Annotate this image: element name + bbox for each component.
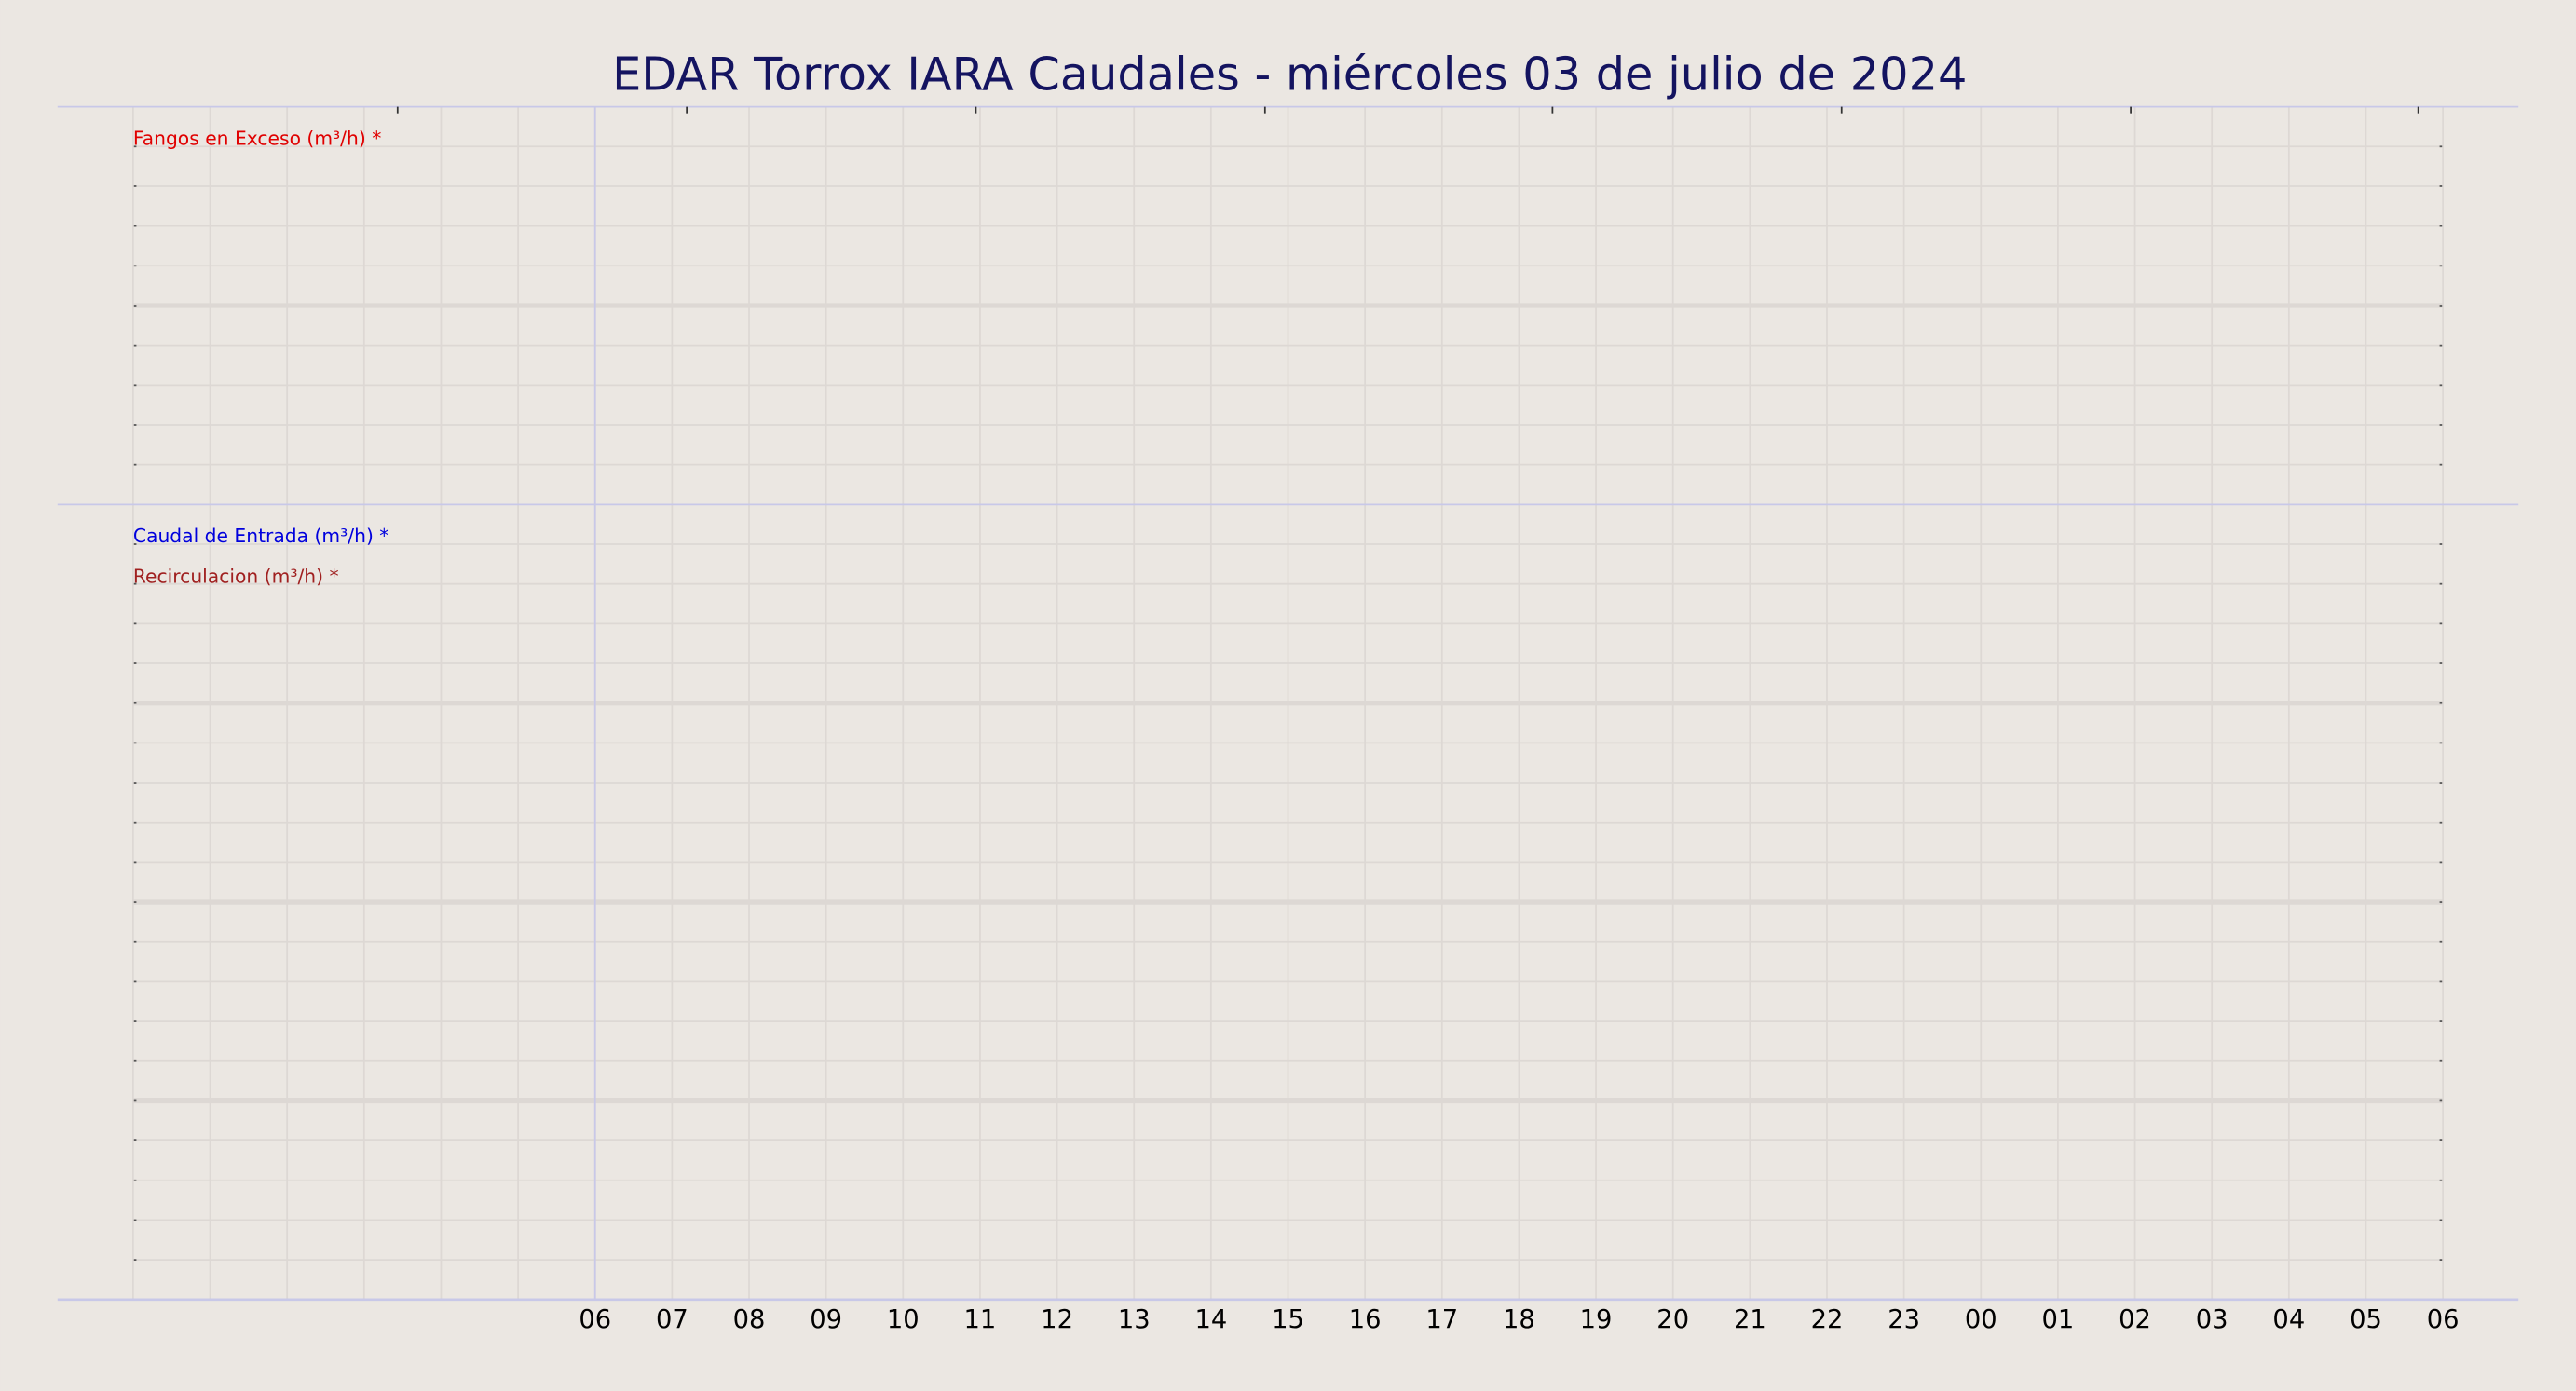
x-tick-label: 14 bbox=[1194, 1305, 1227, 1334]
x-tick-label: 21 bbox=[1734, 1305, 1766, 1334]
legend-label: Recirculacion (m³/h) * bbox=[133, 565, 339, 587]
x-tick-label: 22 bbox=[1811, 1305, 1844, 1334]
x-tick-label: 02 bbox=[2119, 1305, 2151, 1334]
legend-label: Fangos en Exceso (m³/h) * bbox=[133, 127, 381, 149]
x-tick-label: 03 bbox=[2196, 1305, 2228, 1334]
chart-title: EDAR Torrox IARA Caudales - miércoles 03… bbox=[612, 47, 1967, 101]
x-tick-label: 17 bbox=[1425, 1305, 1458, 1334]
x-tick-label: 08 bbox=[733, 1305, 766, 1334]
x-tick-label: 23 bbox=[1888, 1305, 1920, 1334]
x-tick-label: 18 bbox=[1503, 1305, 1535, 1334]
x-tick-label: 13 bbox=[1118, 1305, 1151, 1334]
x-tick-label: 00 bbox=[1965, 1305, 1997, 1334]
x-tick-label: 05 bbox=[2350, 1305, 2382, 1334]
x-tick-label: 20 bbox=[1656, 1305, 1689, 1334]
x-tick-label: 01 bbox=[2042, 1305, 2075, 1334]
x-tick-label: 09 bbox=[810, 1305, 842, 1334]
x-tick-label: 19 bbox=[1580, 1305, 1613, 1334]
x-tick-label: 12 bbox=[1041, 1305, 1073, 1334]
x-tick-label: 11 bbox=[964, 1305, 997, 1334]
x-tick-label: 07 bbox=[656, 1305, 688, 1334]
x-tick-label: 16 bbox=[1349, 1305, 1382, 1334]
x-tick-label: 04 bbox=[2272, 1305, 2305, 1334]
legend-label: Caudal de Entrada (m³/h) * bbox=[133, 525, 389, 547]
x-tick-label: 06 bbox=[579, 1305, 611, 1334]
x-tick-label: 06 bbox=[2427, 1305, 2460, 1334]
x-tick-label: 15 bbox=[1272, 1305, 1304, 1334]
x-tick-label: 10 bbox=[887, 1305, 920, 1334]
